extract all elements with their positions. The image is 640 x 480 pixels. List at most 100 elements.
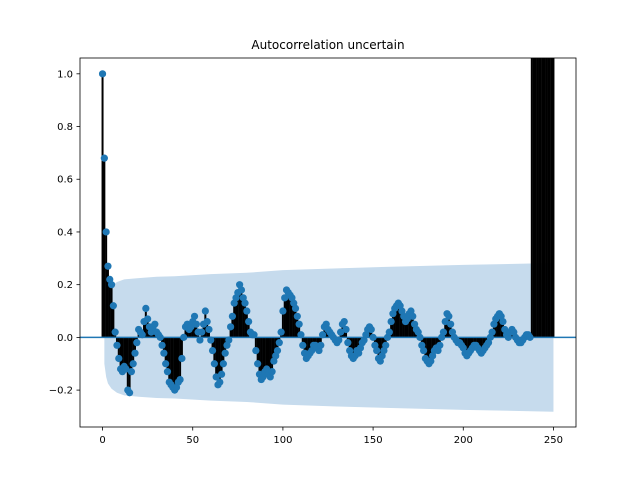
acf-point [107, 281, 116, 289]
acf-point [104, 262, 112, 270]
acf-point [409, 312, 417, 320]
acf-point [385, 328, 393, 336]
y-tick-label: 0.4 [57, 227, 73, 238]
acf-point [163, 368, 172, 376]
acf-point [526, 333, 534, 341]
acf-point [275, 339, 283, 347]
x-tick-label: 150 [364, 435, 383, 446]
acf-point [156, 333, 164, 341]
acf-point [207, 336, 215, 344]
acf-point [98, 70, 107, 78]
acf-point [535, 0, 542, 4]
y-tick-label: 0.6 [57, 175, 73, 186]
acf-point [317, 341, 325, 349]
acf-point [367, 325, 375, 334]
acf-point [221, 349, 229, 357]
acf-point [299, 341, 307, 349]
acf-point [293, 312, 301, 320]
acf-point [212, 373, 220, 381]
acf-point [131, 349, 139, 357]
acf-point [217, 370, 226, 378]
acf-point [109, 302, 117, 310]
acf-point [190, 312, 199, 320]
acf-point [205, 325, 213, 334]
acf-point [151, 320, 159, 328]
acf-point [530, 0, 537, 4]
markers-layer [98, 0, 557, 397]
acf-point [342, 325, 350, 334]
acf-point [548, 0, 555, 4]
acf-point [544, 0, 551, 4]
acf-point [340, 317, 348, 326]
acf-point [335, 336, 343, 344]
acf-point [337, 328, 345, 336]
acf-point [176, 375, 184, 384]
acf-point [436, 341, 444, 349]
acf-point [488, 328, 496, 336]
acf-point [126, 389, 134, 397]
acf-point [178, 354, 186, 363]
acf-point [142, 304, 150, 312]
acf-point [133, 339, 141, 347]
acf-point [539, 0, 546, 4]
acf-point [115, 354, 123, 363]
acf-point [291, 304, 300, 312]
acf-point [445, 312, 453, 320]
plot-frame [79, 57, 577, 428]
acf-point [297, 331, 305, 339]
acf-point [122, 365, 130, 373]
acf-point [243, 307, 251, 315]
acf-point [344, 339, 352, 347]
acf-point [127, 368, 136, 376]
acf-point [373, 346, 381, 355]
y-axis: −0.2 0.0 0.2 0.4 0.6 0.8 1.0 [49, 69, 80, 397]
acf-point [241, 299, 249, 307]
acf-point [210, 360, 218, 368]
x-tick-label: 50 [186, 435, 199, 446]
acf-point [250, 331, 258, 339]
x-tick-label: 250 [544, 435, 563, 446]
acf-point [419, 346, 428, 355]
y-tick-label: −0.2 [49, 386, 73, 397]
acf-point [113, 341, 121, 349]
acf-point [100, 154, 108, 162]
acf-point [201, 307, 209, 315]
acf-point [528, 0, 535, 4]
y-tick-label: 0.0 [57, 333, 73, 344]
x-tick-label: 100 [273, 435, 292, 446]
acf-point [537, 0, 544, 4]
acf-point [216, 378, 224, 386]
acf-point [160, 349, 168, 357]
acf-point [162, 360, 170, 368]
acf-point [532, 0, 539, 4]
acf-point [254, 360, 262, 368]
acf-point [252, 346, 260, 355]
acf-point [546, 0, 553, 4]
acf-point [273, 346, 282, 355]
acf-point [138, 331, 146, 339]
x-tick-label: 200 [454, 435, 473, 446]
acf-point [439, 328, 448, 336]
acf-point [144, 315, 152, 323]
y-tick-label: 1.0 [57, 69, 73, 80]
acf-point [387, 317, 395, 326]
acf-point [180, 333, 188, 341]
acf-point [111, 328, 119, 336]
chart-title: Autocorrelation uncertain [251, 38, 404, 52]
acf-point [192, 320, 200, 328]
acf-point [219, 360, 227, 368]
y-tick-label: 0.2 [57, 280, 73, 291]
acf-point [369, 333, 377, 341]
acf-point [102, 228, 110, 236]
acf-point [447, 320, 455, 328]
acf-point [279, 307, 287, 315]
x-axis: 0 50 100 150 200 250 [99, 427, 563, 446]
acf-point [237, 286, 246, 294]
acf-point [550, 0, 557, 4]
acf-point [318, 331, 327, 339]
acf-point [227, 323, 235, 331]
y-tick-label: 0.8 [57, 122, 73, 133]
acf-point [129, 360, 137, 368]
acf-point [499, 317, 507, 326]
